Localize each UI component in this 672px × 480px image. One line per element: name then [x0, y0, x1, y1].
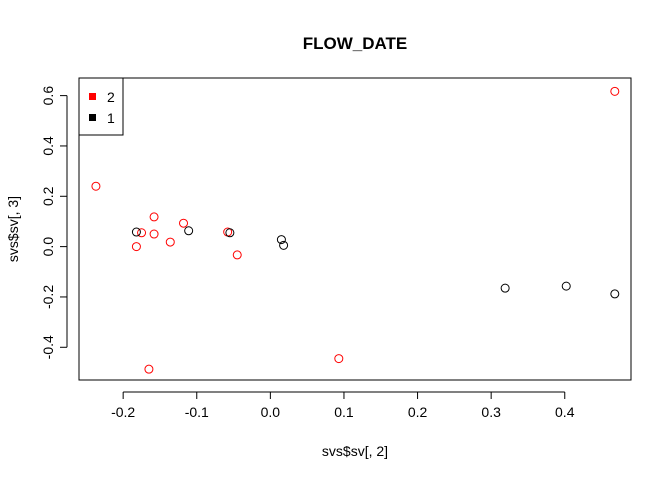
data-point-series-2 [91, 181, 101, 191]
y-axis-label: svs$sv[, 3] [5, 196, 21, 262]
y-axis: -0.4 -0.2 0.0 0.2 0.4 0.6 [40, 86, 68, 359]
x-tick-label: -0.2 [111, 404, 135, 420]
data-point-series-2 [610, 86, 620, 96]
x-tick-label: 0.3 [481, 404, 501, 420]
data-point-series-2 [149, 229, 159, 239]
x-tick-label: 0.1 [334, 404, 354, 420]
legend-swatch-series-2 [89, 114, 96, 121]
data-point-series-2 [149, 212, 159, 222]
data-point-series-1 [561, 281, 571, 291]
data-point-series-1 [500, 283, 510, 293]
chart-title: FLOW_DATE [303, 34, 408, 53]
legend-box [78, 77, 124, 136]
plot-frame [78, 77, 632, 381]
data-point-series-1 [276, 235, 286, 245]
data-point-series-2 [232, 250, 242, 260]
data-point-series-2 [179, 218, 189, 228]
y-tick-label: 0.4 [40, 136, 56, 156]
y-tick-label: 0.2 [40, 186, 56, 206]
x-tick-label: -0.1 [185, 404, 209, 420]
legend: 2 1 [78, 77, 124, 136]
data-point-series-2 [144, 364, 154, 374]
data-point-series-2 [131, 242, 141, 252]
x-axis: -0.2 -0.1 0.0 0.1 0.2 0.3 0.4 [111, 391, 575, 420]
y-tick-label: 0.0 [40, 237, 56, 257]
x-tick-label: 0.0 [261, 404, 281, 420]
data-points [91, 86, 620, 374]
data-point-series-1 [225, 228, 235, 238]
data-point-series-1 [131, 227, 141, 237]
data-point-series-1 [610, 289, 620, 299]
x-tick-label: 0.4 [555, 404, 575, 420]
data-point-series-1 [184, 226, 194, 236]
legend-swatch-series-1 [89, 93, 96, 100]
x-tick-label: 0.2 [408, 404, 428, 420]
data-point-series-2 [137, 228, 147, 238]
y-tick-label: -0.4 [40, 335, 56, 359]
data-point-series-2 [165, 237, 175, 247]
y-tick-label: 0.6 [40, 86, 56, 106]
legend-label-series-1: 2 [107, 89, 115, 105]
legend-label-series-2: 1 [107, 110, 115, 126]
data-point-series-2 [334, 354, 344, 364]
data-point-series-1 [279, 240, 289, 250]
x-axis-label: svs$sv[, 2] [322, 443, 388, 459]
y-tick-label: -0.2 [40, 285, 56, 309]
